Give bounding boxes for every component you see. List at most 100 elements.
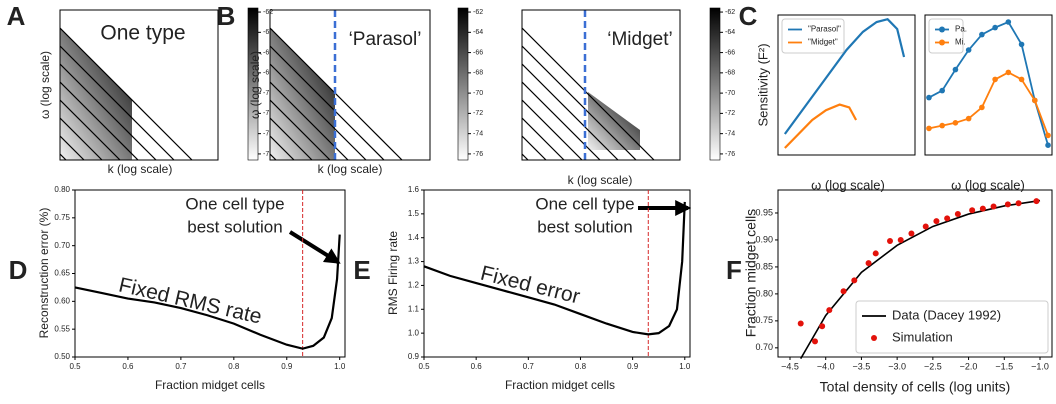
colorbar-tick-label: -66 — [263, 49, 273, 56]
contour-line — [60, 117, 103, 160]
colorbar-tick-label: -74 — [725, 130, 735, 137]
point — [819, 323, 826, 330]
x-tick-label: 0.9 — [627, 362, 639, 371]
contour-line — [522, 117, 565, 160]
x-tick-label: 0.5 — [69, 362, 81, 371]
point — [979, 104, 985, 111]
x-axis-label: Fraction midget cells — [155, 378, 265, 392]
legend-label: Mi. — [955, 38, 966, 47]
contour-line — [60, 45, 175, 160]
point — [926, 125, 932, 132]
point — [872, 250, 879, 257]
y-tick-label: 0.70 — [755, 342, 773, 352]
y-tick-label: 0.75 — [755, 315, 773, 325]
x-tick-label: 1.0 — [679, 362, 691, 371]
x-axis-label: ω (log scale) — [951, 177, 1025, 192]
x-tick-label: 0.8 — [575, 362, 587, 371]
y-tick-label: 0.70 — [54, 241, 70, 250]
colorbar-tick-label: -66 — [473, 49, 483, 56]
colorbar-tick-label: -70 — [725, 90, 735, 97]
point — [908, 230, 915, 237]
y-tick-label: 1.0 — [408, 328, 420, 337]
point — [1045, 132, 1051, 139]
legend-swatch — [939, 26, 945, 33]
point — [990, 203, 997, 210]
x-tick-label: −2.5 — [924, 361, 942, 371]
x-tick-label: 1.0 — [334, 362, 346, 371]
x-tick-label: 0.6 — [471, 362, 483, 371]
x-tick-label: −2.0 — [960, 361, 978, 371]
point — [851, 277, 858, 284]
point — [933, 218, 940, 225]
point — [965, 115, 972, 122]
x-axis-label: Fraction midget cells — [505, 378, 615, 392]
colorbar-tick-label: -62 — [473, 9, 483, 16]
colorbar-tick-label: -66 — [725, 49, 735, 56]
point — [887, 238, 893, 245]
point — [952, 66, 959, 73]
contour-line — [60, 27, 193, 160]
axes-frame — [423, 189, 691, 358]
colorbar-tick-label: -72 — [473, 110, 483, 117]
point — [954, 211, 961, 218]
colorbar-tick-label: -64 — [473, 29, 483, 36]
contour-line — [522, 45, 637, 160]
annotation: One cell type — [185, 194, 284, 213]
y-tick-label: 1.5 — [408, 209, 420, 218]
y-tick-label: 0.95 — [755, 207, 773, 217]
colorbar-tick-label: -68 — [473, 70, 483, 77]
line — [928, 20, 1049, 146]
axes-frame — [777, 14, 916, 156]
y-tick-label: 0.75 — [54, 213, 70, 222]
y-tick-label: 1.2 — [408, 281, 420, 290]
y-axis-label: Fraction midget cells — [743, 209, 759, 337]
contour-line — [522, 99, 583, 160]
point — [1005, 19, 1012, 25]
contour-line — [270, 153, 277, 160]
legend-label: Simulation — [892, 329, 953, 344]
x-tick-label: −1.0 — [1031, 361, 1049, 371]
panel-letter: F — [726, 255, 742, 285]
x-tick-label: −1.5 — [995, 361, 1013, 371]
colorbar-tick-label: -68 — [263, 70, 273, 77]
panel-letter: B — [217, 1, 236, 31]
panel-title: ‘Midget’ — [607, 29, 672, 50]
line — [928, 71, 1049, 136]
panel-title: One type — [100, 22, 185, 45]
point — [1018, 41, 1025, 48]
point — [897, 236, 904, 243]
y-axis-label: Sensitivity (F²) — [755, 43, 770, 126]
point — [1033, 198, 1040, 205]
heatmap-region — [588, 92, 640, 150]
panel-letter: A — [7, 1, 26, 31]
panel-letter: C — [739, 1, 758, 31]
point — [1032, 97, 1038, 104]
y-tick-label: 1.4 — [408, 233, 420, 242]
x-tick-label: 0.9 — [281, 362, 293, 371]
contour-line — [522, 63, 619, 160]
contour-line — [522, 81, 601, 160]
x-axis-label: k (log scale) — [318, 162, 383, 176]
colorbar — [247, 7, 259, 161]
legend-label: Pa. — [955, 25, 967, 34]
y-tick-label: 0.55 — [54, 324, 70, 333]
heatmap — [522, 27, 655, 160]
point — [992, 76, 998, 83]
axes-frame — [269, 9, 431, 161]
point — [965, 47, 972, 53]
panel-letter: E — [353, 255, 370, 285]
line — [784, 103, 858, 149]
x-tick-label: −4.0 — [817, 361, 835, 371]
contour-line — [270, 45, 385, 160]
heatmap — [60, 27, 193, 160]
colorbar-tick-label: -62 — [263, 9, 273, 16]
contour-line — [522, 153, 529, 160]
x-tick-label: 0.6 — [122, 362, 134, 371]
colorbar-tick-label: -72 — [263, 110, 273, 117]
colorbar-tick-label: -72 — [725, 110, 735, 117]
y-tick-label: 1.3 — [408, 257, 420, 266]
contour-line — [522, 135, 547, 160]
axes-frame — [924, 14, 1053, 156]
annotation: best solution — [187, 217, 282, 236]
